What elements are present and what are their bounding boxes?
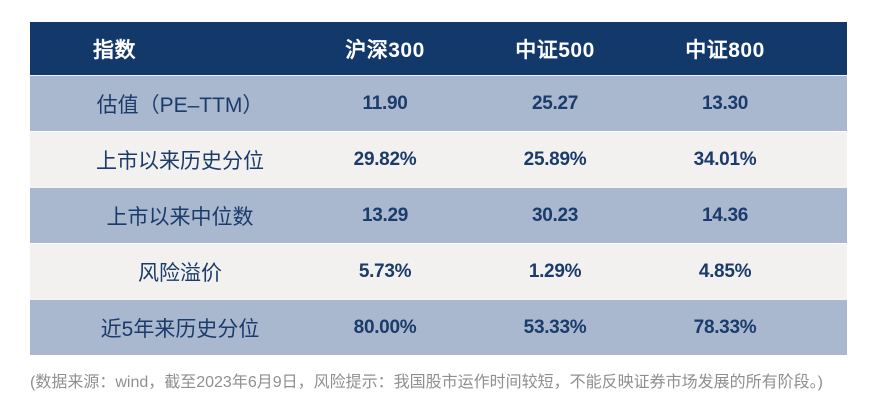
cell-value: 25.27	[531, 92, 579, 114]
cell-value: 13.29	[361, 204, 409, 226]
cell-value: 53.33%	[523, 316, 587, 338]
row-label: 风险溢价	[138, 261, 222, 285]
cell-value: 14.36	[701, 204, 749, 226]
row-label: 上市以来历史分位	[96, 149, 264, 173]
cell-value: 4.85%	[698, 260, 752, 282]
table-header-row: 指数 沪深300 中证500 中证800	[30, 22, 847, 75]
cell-value: 34.01%	[693, 148, 757, 170]
table-row-median: 上市以来中位数 13.29 30.23 14.36	[30, 187, 847, 243]
index-valuation-table: 指数 沪深300 中证500 中证800 估值（PE–TTM） 11.90 25…	[30, 22, 847, 355]
row-label: 估值（PE–TTM）	[96, 93, 264, 117]
column-header-zz800: 中证800	[685, 38, 765, 62]
cell-value: 1.29%	[528, 260, 582, 282]
cell-value: 5.73%	[358, 260, 412, 282]
table-row-5yr-percentile: 近5年来历史分位 80.00% 53.33% 78.33%	[30, 299, 847, 355]
cell-value: 11.90	[362, 92, 408, 114]
cell-value: 80.00%	[353, 316, 417, 338]
data-source-note: (数据来源：wind，截至2023年6月9日，风险提示：我国股市运作时间较短，不…	[30, 374, 823, 391]
column-header-index: 指数	[93, 38, 136, 62]
column-header-hs300: 沪深300	[345, 38, 425, 62]
cell-value: 78.33%	[693, 316, 757, 338]
cell-value: 30.23	[531, 204, 579, 226]
table-row-pe-ttm: 估值（PE–TTM） 11.90 25.27 13.30	[30, 75, 847, 131]
cell-value: 25.89%	[523, 148, 587, 170]
table-row-risk-premium: 风险溢价 5.73% 1.29% 4.85%	[30, 243, 847, 299]
table-row-history-percentile: 上市以来历史分位 29.82% 25.89% 34.01%	[30, 131, 847, 187]
row-label: 近5年来历史分位	[100, 317, 260, 341]
cell-value: 13.30	[701, 92, 749, 114]
row-label: 上市以来中位数	[106, 205, 254, 229]
cell-value: 29.82%	[353, 148, 417, 170]
column-header-zz500: 中证500	[515, 38, 595, 62]
